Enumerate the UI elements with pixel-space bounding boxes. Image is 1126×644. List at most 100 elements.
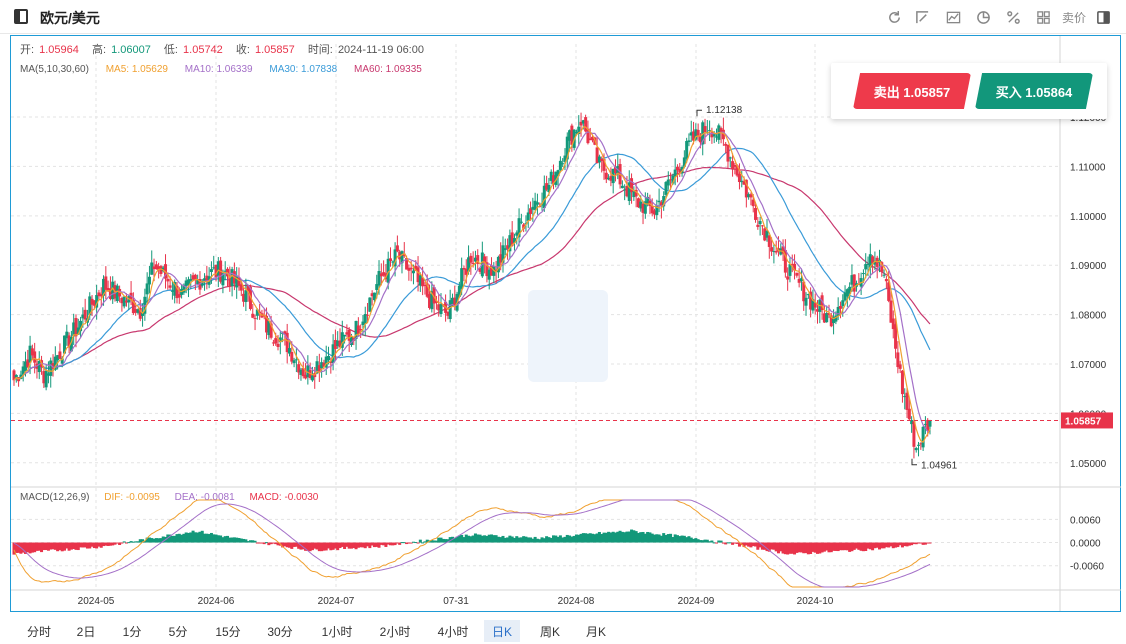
- period-tab[interactable]: 周K: [539, 624, 560, 639]
- candle-body: [393, 249, 397, 267]
- candle-body: [189, 278, 193, 281]
- percent-icon[interactable]: [1004, 8, 1022, 26]
- macd-bar: [352, 542, 356, 549]
- macd-bar: [597, 531, 601, 543]
- macd-bar: [703, 539, 707, 543]
- candle-body: [636, 198, 640, 208]
- macd-bar: [825, 542, 829, 551]
- macd-bar: [333, 542, 337, 549]
- macd-bar: [113, 542, 117, 545]
- candle-body: [212, 267, 216, 269]
- candle-body: [297, 364, 301, 373]
- sell-button[interactable]: 卖出 1.05857: [853, 73, 971, 109]
- candle-body: [136, 309, 140, 313]
- macd-bar: [14, 542, 18, 553]
- macd-bar: [698, 540, 702, 543]
- candle-body: [880, 262, 884, 272]
- grid-icon[interactable]: [1034, 8, 1052, 26]
- pair-title: 欧元/美元: [40, 10, 100, 26]
- macd-bar: [138, 539, 142, 543]
- macd-bar: [370, 542, 374, 546]
- candle-body: [88, 296, 92, 316]
- macd-bar: [634, 531, 638, 543]
- chart-canvas[interactable]: 1.120001.110001.100001.090001.080001.070…: [0, 0, 1126, 616]
- macd-bar: [793, 542, 797, 555]
- candle-body: [333, 340, 337, 350]
- period-tab[interactable]: 4小时: [437, 624, 469, 639]
- candle-body: [506, 245, 510, 249]
- macd-bar: [838, 542, 842, 551]
- candle-body: [508, 235, 512, 252]
- candle-body: [903, 396, 907, 398]
- macd-bar: [152, 538, 156, 543]
- macd-bar: [859, 542, 863, 551]
- macd-bar: [207, 534, 211, 543]
- macd-bar: [765, 542, 769, 552]
- dea-value: DEA: -0.0081: [174, 492, 235, 503]
- ma60-line: [13, 166, 931, 381]
- period-tab[interactable]: 15分: [215, 624, 241, 639]
- candle-body: [168, 285, 172, 288]
- macd-bar: [843, 542, 847, 551]
- candle-body: [111, 281, 115, 300]
- watermark-logo: [528, 290, 608, 382]
- panel-icon[interactable]: [1094, 8, 1112, 26]
- candle-body: [783, 249, 787, 273]
- macd-bar: [850, 542, 854, 552]
- macd-bar: [253, 540, 257, 543]
- macd-bar: [607, 531, 611, 543]
- macd-bar: [81, 542, 85, 548]
- macd-bar: [104, 542, 108, 546]
- period-tab[interactable]: 2小时: [379, 624, 411, 639]
- refresh-icon[interactable]: [885, 8, 903, 26]
- macd-bar: [864, 542, 868, 551]
- macd-bar: [689, 537, 693, 543]
- price-type-toggle[interactable]: 卖价: [1062, 11, 1087, 25]
- period-tab[interactable]: 月K: [585, 624, 606, 639]
- macd-bar: [928, 542, 932, 544]
- draw-icon[interactable]: [913, 8, 931, 26]
- macd-bar: [439, 537, 443, 543]
- macd-bar: [338, 542, 342, 549]
- ma-legend: MA(5,10,30,60) MA5: 1.05629 MA10: 1.0633…: [20, 64, 436, 75]
- chart-type-icon[interactable]: [944, 8, 962, 26]
- macd-bar: [471, 535, 475, 543]
- candle-body: [914, 448, 918, 451]
- macd-bar: [76, 542, 80, 551]
- period-tab[interactable]: 5分: [168, 624, 188, 639]
- macd-bar: [290, 542, 294, 549]
- macd-bar: [868, 542, 872, 550]
- macd-bar: [92, 542, 96, 549]
- candle-body: [698, 136, 702, 143]
- macd-bar: [281, 542, 285, 548]
- panel-toggle-icon[interactable]: [14, 9, 28, 24]
- period-tab[interactable]: 30分: [267, 624, 293, 639]
- macd-bar: [379, 542, 383, 545]
- close-value: 1.05857: [254, 44, 295, 56]
- candle-body: [294, 359, 298, 361]
- macd-bar: [191, 530, 195, 543]
- macd-bar: [795, 542, 799, 553]
- period-tab[interactable]: 分时: [26, 624, 51, 639]
- macd-bar: [517, 537, 521, 543]
- pie-icon[interactable]: [974, 8, 992, 26]
- period-tab[interactable]: 日K: [484, 620, 520, 642]
- candle-body: [368, 297, 372, 312]
- macd-bar: [558, 535, 562, 543]
- macd-bar: [58, 542, 62, 551]
- macd-bar: [430, 540, 434, 543]
- macd-bar: [315, 542, 319, 550]
- period-tab[interactable]: 1小时: [321, 624, 353, 639]
- macd-bar: [650, 533, 654, 543]
- candle-body: [255, 309, 259, 316]
- period-tab[interactable]: 1分: [122, 624, 142, 639]
- time-tick-label: 2024-07: [318, 596, 355, 607]
- period-tab[interactable]: 2日: [76, 624, 96, 639]
- macd-bar: [44, 542, 48, 551]
- candle-body: [907, 408, 911, 420]
- macd-bar: [595, 533, 599, 543]
- candle-body: [366, 314, 370, 316]
- macd-bar: [391, 542, 395, 546]
- macd-bar: [588, 533, 592, 543]
- buy-button[interactable]: 买入 1.05864: [975, 73, 1093, 109]
